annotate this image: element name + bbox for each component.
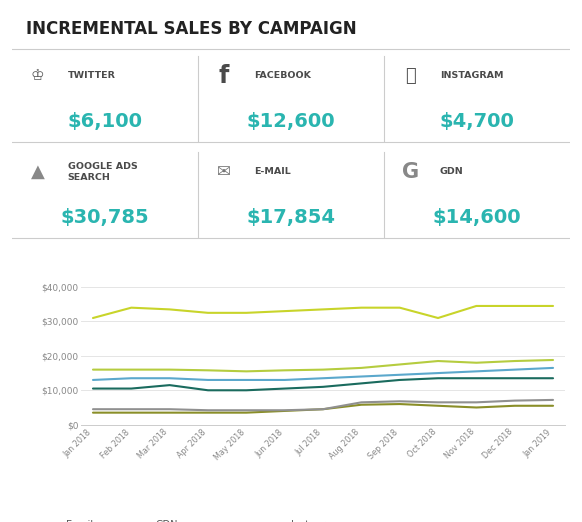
- Text: FACEBOOK: FACEBOOK: [254, 72, 311, 80]
- Text: ✉: ✉: [217, 163, 231, 181]
- Text: ♔: ♔: [31, 68, 45, 84]
- Text: $17,854: $17,854: [247, 208, 335, 227]
- Text: ⦾: ⦾: [405, 67, 416, 85]
- Text: $14,600: $14,600: [433, 208, 521, 227]
- Text: INSTAGRAM: INSTAGRAM: [440, 72, 503, 80]
- Text: TWITTER: TWITTER: [68, 72, 115, 80]
- Text: f: f: [219, 64, 229, 88]
- Text: G: G: [402, 162, 419, 182]
- Text: $4,700: $4,700: [440, 112, 514, 130]
- Text: GDN: GDN: [440, 168, 464, 176]
- Legend: Email, Facebook, GDN, Google Ads Search, Instagram, Twitter: Email, Facebook, GDN, Google Ads Search,…: [43, 516, 345, 522]
- Text: INCREMENTAL SALES BY CAMPAIGN: INCREMENTAL SALES BY CAMPAIGN: [26, 20, 356, 38]
- Text: $6,100: $6,100: [68, 112, 142, 130]
- Text: ▲: ▲: [31, 163, 45, 181]
- Text: GOOGLE ADS
SEARCH: GOOGLE ADS SEARCH: [68, 162, 137, 182]
- Text: $12,600: $12,600: [247, 112, 335, 130]
- Text: E-MAIL: E-MAIL: [254, 168, 290, 176]
- Text: $30,785: $30,785: [61, 208, 149, 227]
